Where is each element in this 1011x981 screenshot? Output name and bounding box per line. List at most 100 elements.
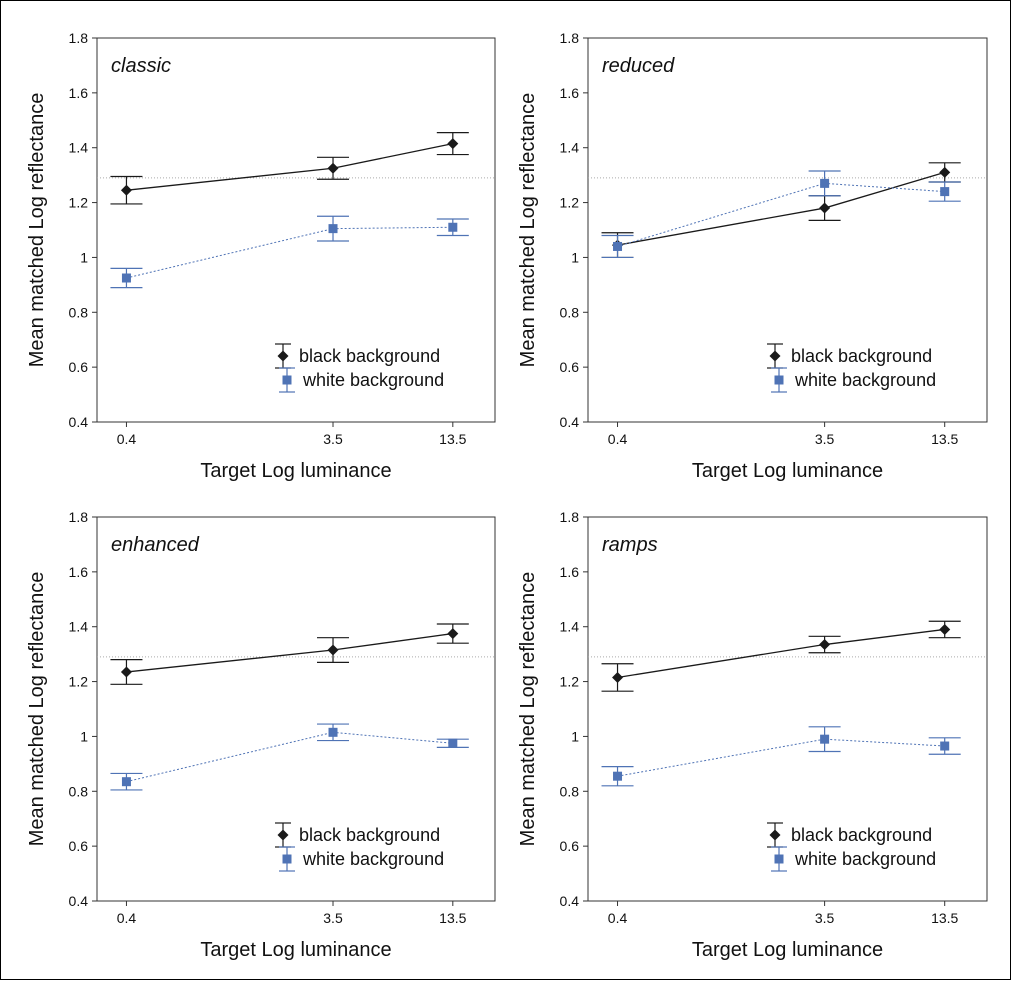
legend-marker: [277, 829, 289, 841]
chart-panel-classic: 0.4 0.6 0.8 1 1.2 1.4 1.6 1.8 0.4 3.5 13.5 Target L…: [26, 30, 496, 482]
series-black-background: [601, 162, 961, 259]
series-line: [617, 171, 945, 246]
x-tick-label: 13.5: [931, 431, 958, 447]
x-tick-label: 13.5: [439, 431, 466, 447]
plot-frame: [587, 516, 988, 902]
y-tick-label: 1.4: [69, 140, 89, 156]
chart-panel-reduced: 0.4 0.6 0.8 1 1.2 1.4 1.6 1.8 0.4 3.5 13.5 Target L…: [517, 30, 988, 482]
y-axis-label: Mean matched Log reflectance: [26, 572, 48, 847]
y-tick-label: 1.2: [69, 674, 89, 690]
y-tick-label: 1.6: [69, 85, 89, 101]
data-point: [820, 178, 830, 188]
y-tick-label: 0.8: [69, 783, 89, 799]
y-tick-label: 1.8: [69, 30, 89, 46]
y-tick-label: 1.4: [560, 619, 580, 635]
data-point: [328, 727, 338, 737]
y-tick-label: 0.6: [69, 838, 89, 854]
y-tick-label: 1.8: [560, 30, 580, 46]
y-axis-label: Mean matched Log reflectance: [517, 572, 539, 847]
legend-entry: white background: [771, 367, 936, 393]
data-point: [819, 639, 831, 651]
series-line: [126, 632, 453, 673]
y-tick-label: 0.8: [560, 783, 580, 799]
data-point: [939, 166, 951, 178]
legend-entry: white background: [279, 846, 444, 872]
y-tick-label: 1.2: [560, 674, 580, 690]
y-tick-label: 0.6: [560, 838, 580, 854]
y-tick-label: 1.2: [560, 195, 580, 211]
x-tick-label: 3.5: [815, 431, 835, 447]
data-point: [121, 273, 131, 283]
data-point: [328, 224, 338, 234]
series-white-background: [110, 723, 469, 791]
series-line: [617, 628, 945, 679]
data-point: [613, 771, 623, 781]
series-white-background: [601, 170, 961, 259]
legend-label: black background: [791, 825, 932, 845]
panel-title: reduced: [602, 55, 675, 77]
y-tick-label: 0.4: [69, 414, 89, 430]
y-tick-label: 0.6: [69, 359, 89, 375]
plot-frame: [96, 37, 496, 423]
y-axis-label: Mean matched Log reflectance: [26, 93, 48, 368]
data-point: [447, 628, 459, 640]
x-tick-label: 0.4: [117, 431, 137, 447]
chart-panel-enhanced: 0.4 0.6 0.8 1 1.2 1.4 1.6 1.8 0.4 3.5 13.5 Target L…: [26, 509, 496, 961]
series-line: [617, 182, 945, 247]
data-point: [820, 734, 830, 744]
x-tick-label: 13.5: [439, 910, 466, 926]
y-tick-label: 1.8: [69, 509, 89, 525]
y-tick-label: 1.6: [560, 85, 580, 101]
legend-label: black background: [299, 825, 440, 845]
y-tick-label: 0.4: [560, 414, 580, 430]
data-point: [448, 222, 458, 232]
legend-marker: [282, 854, 292, 864]
x-tick-label: 3.5: [323, 910, 343, 926]
x-axis-label: Target Log luminance: [692, 460, 883, 482]
series-white-background: [110, 215, 469, 289]
y-tick-label: 1.4: [69, 619, 89, 635]
legend-label: black background: [791, 346, 932, 366]
legend-marker: [277, 350, 289, 362]
plot-frame: [96, 516, 496, 902]
y-tick-label: 1: [571, 249, 579, 265]
y-tick-label: 1.6: [560, 564, 580, 580]
data-point: [448, 738, 458, 748]
y-tick-label: 1: [571, 728, 579, 744]
data-point: [120, 666, 132, 678]
series-black-background: [110, 623, 469, 685]
x-tick-label: 0.4: [608, 431, 628, 447]
x-tick-label: 0.4: [608, 910, 628, 926]
legend-entry: white background: [279, 367, 444, 393]
legend-marker: [769, 829, 781, 841]
chart-panel-ramps: 0.4 0.6 0.8 1 1.2 1.4 1.6 1.8 0.4 3.5 13.5 Target L…: [517, 509, 988, 961]
series-line: [126, 731, 453, 783]
x-tick-label: 3.5: [323, 431, 343, 447]
legend-label: black background: [299, 346, 440, 366]
y-axis-label: Mean matched Log reflectance: [517, 93, 539, 368]
y-tick-label: 0.4: [560, 893, 580, 909]
legend-label: white background: [302, 849, 444, 869]
x-axis-label: Target Log luminance: [200, 939, 391, 961]
legend-marker: [769, 350, 781, 362]
series-line: [126, 142, 453, 191]
series-line: [126, 226, 453, 279]
y-tick-label: 0.4: [69, 893, 89, 909]
x-axis-label: Target Log luminance: [200, 460, 391, 482]
x-tick-label: 13.5: [931, 910, 958, 926]
y-tick-label: 0.6: [560, 359, 580, 375]
panel-title: ramps: [602, 534, 658, 556]
data-point: [613, 241, 623, 251]
legend-entry: black background: [767, 822, 932, 848]
data-point: [940, 741, 950, 751]
data-point: [819, 202, 831, 214]
legend-entry: black background: [275, 343, 440, 369]
legend-marker: [774, 375, 784, 385]
legend-label: white background: [794, 849, 936, 869]
y-tick-label: 0.8: [69, 304, 89, 320]
y-tick-label: 1.6: [69, 564, 89, 580]
data-point: [327, 162, 339, 174]
y-tick-label: 1.8: [560, 509, 580, 525]
data-point: [612, 671, 624, 683]
